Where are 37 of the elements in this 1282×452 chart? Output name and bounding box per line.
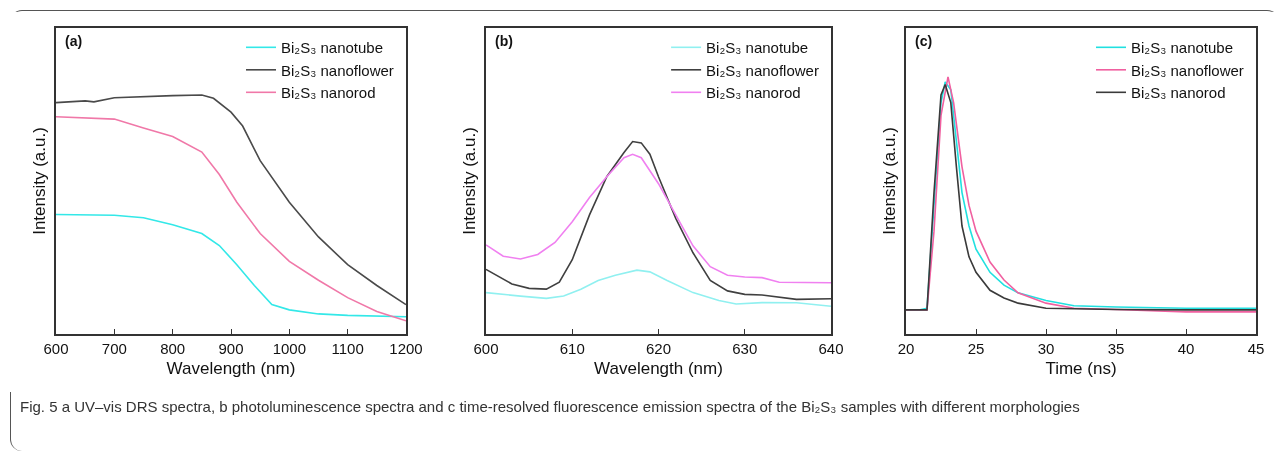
chart-title: (b) — [495, 33, 513, 49]
x-tick-label: 35 — [1107, 339, 1125, 357]
x-tick-label: 620 — [645, 339, 672, 357]
x-tick-label: 1200 — [389, 339, 423, 357]
x-tick-label: 700 — [101, 339, 127, 357]
legend-label: Bi₂S₃ nanotube — [281, 39, 384, 57]
x-tick-label: 1100 — [331, 339, 364, 357]
x-tick-label: 600 — [43, 339, 69, 357]
x-tick-label: 20 — [897, 339, 915, 357]
x-tick-label: 600 — [473, 339, 499, 357]
x-tick-label: 800 — [160, 339, 186, 357]
x-tick-label: 610 — [559, 339, 585, 357]
legend-label: Bi₂S₃ nanorod — [281, 84, 376, 102]
x-tick-label: 640 — [818, 339, 844, 357]
y-axis-title: Intensity (a.u.) — [460, 127, 480, 235]
legend-label: Bi₂S₃ nanorod — [1131, 84, 1226, 102]
y-axis-title: Intensity (a.u.) — [30, 127, 50, 235]
chart-title: (a) — [65, 33, 83, 49]
x-axis-title: Wavelength (nm) — [166, 358, 296, 378]
x-tick-label: 40 — [1177, 339, 1195, 357]
legend-label: Bi₂S₃ nanotube — [706, 39, 809, 57]
x-tick-label: 630 — [732, 339, 758, 357]
chart-title: (c) — [915, 33, 933, 49]
x-axis-title: Time (ns) — [1045, 358, 1117, 378]
legend-label: Bi₂S₃ nanoflower — [1131, 61, 1244, 79]
legend-label: Bi₂S₃ nanoflower — [281, 61, 394, 79]
x-tick-label: 25 — [967, 339, 985, 357]
y-axis-title: Intensity (a.u.) — [880, 127, 900, 235]
legend-label: Bi₂S₃ nanorod — [706, 84, 801, 102]
legend-label: Bi₂S₃ nanoflower — [706, 61, 819, 79]
x-tick-label: 900 — [218, 339, 244, 357]
x-tick-label: 45 — [1247, 339, 1265, 357]
x-tick-label: 1000 — [272, 339, 307, 357]
caption: Fig. 5 a UV–vis DRS spectra, b photoluminescence spectra and c time-resolved fluorescence emission spectra of the Bi₂S₃ samples with different morphologies — [20, 397, 1081, 417]
x-axis-title: Wavelength (nm) — [594, 358, 723, 378]
legend-label: Bi₂S₃ nanotube — [1131, 39, 1234, 57]
x-tick-label: 30 — [1037, 339, 1055, 357]
